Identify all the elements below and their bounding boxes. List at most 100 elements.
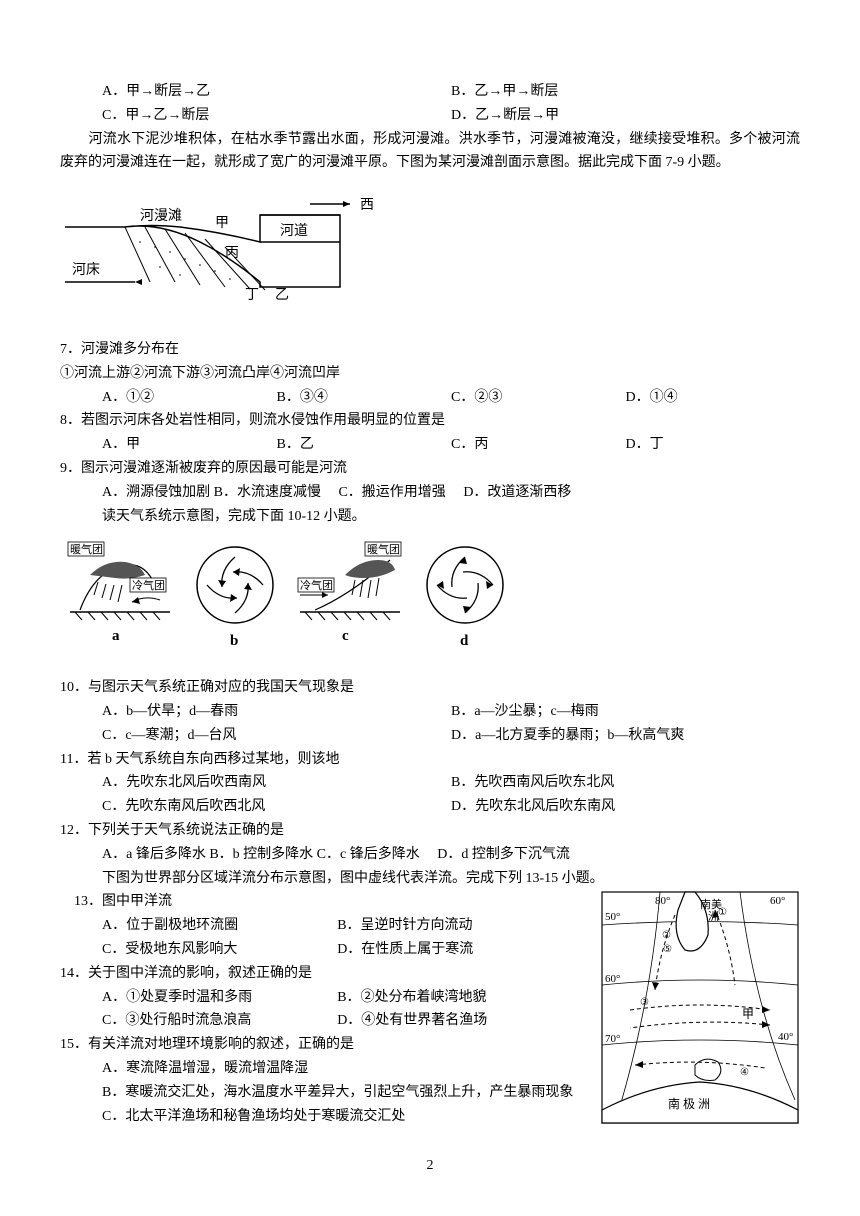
svg-text:①: ① xyxy=(718,907,727,918)
q15-opt-b: B．寒暖流交汇处，海水温度水平差异大，引起空气强烈上升，产生暴雨现象 xyxy=(60,1081,592,1105)
q9-opt-b: B．水流速度减慢 xyxy=(214,485,321,500)
q9-opt-a: A．溯源侵蚀加剧 xyxy=(102,485,210,500)
q14-opt-b: B．②处分布着峡湾地貌 xyxy=(337,986,486,1010)
q7-opt-b: B．③④ xyxy=(277,386,452,410)
q9-options: A．溯源侵蚀加剧 B．水流速度减慢 C．搬运作用增强 D．改道逐渐西移 xyxy=(60,481,800,505)
svg-text:⑤: ⑤ xyxy=(663,944,672,955)
q6-opt-c: C．甲→乙→断层 xyxy=(102,104,451,128)
q9-stem: 9．图示河漫滩逐渐被废弃的原因最可能是河流 xyxy=(60,457,800,481)
label-channel: 河道 xyxy=(280,223,308,239)
q11-opt-a: A．先吹东北风后吹西南风 xyxy=(102,771,451,795)
q14-opts-r2: C．③处行船时流急浪高 D．④处有世界著名渔场 xyxy=(60,1009,592,1033)
river-diagram-svg: 西 河漫滩 甲 河道 丙 河床 丁 乙 xyxy=(60,187,380,317)
svg-text:70°: 70° xyxy=(605,1033,620,1045)
svg-text:②: ② xyxy=(662,930,671,941)
ocean-map-svg: 80° 60° 50° 60° 70° 40° 南美 洲 ① ② ⑤ ③ ④ 甲… xyxy=(600,890,800,1125)
svg-text:d: d xyxy=(460,633,469,649)
q11-opts-r1: A．先吹东北风后吹西南风 B．先吹西南风后吹东北风 xyxy=(60,771,800,795)
q10-opt-c: C．c—寒潮；d—台风 xyxy=(102,724,451,748)
q11-opt-c: C．先吹东南风后吹西北风 xyxy=(102,795,451,819)
weather-diagram-svg: 暖气团 冷气团 a b 冷气团 xyxy=(60,540,540,655)
label-bed: 河床 xyxy=(72,262,100,278)
q6-options-row1: A．甲→断层→乙 B．乙→甲→断层 xyxy=(60,80,800,104)
q7-stem: 7．河漫滩多分布在 xyxy=(60,338,800,362)
q14-opts-r1: A．①处夏季时温和多雨 B．②处分布着峡湾地貌 xyxy=(60,986,592,1010)
label-floodplain: 河漫滩 xyxy=(140,208,182,224)
q14-opt-c: C．③处行船时流急浪高 xyxy=(102,1009,337,1033)
q10-stem: 10．与图示天气系统正确对应的我国天气现象是 xyxy=(60,676,800,700)
q7-opt-d: D．①④ xyxy=(626,386,801,410)
svg-text:80°: 80° xyxy=(655,895,670,907)
q12-opt-c: C．c 锋后多降水 xyxy=(317,847,420,862)
q12-options: A．a 锋后多降水 B．b 控制多降水 C．c 锋后多降水 D．d 控制多下沉气… xyxy=(60,843,800,867)
svg-text:50°: 50° xyxy=(605,911,620,923)
ocean-map: 80° 60° 50° 60° 70° 40° 南美 洲 ① ② ⑤ ③ ④ 甲… xyxy=(600,890,800,1134)
passage-3: 下图为世界部分区域洋流分布示意图，图中虚线代表洋流。完成下列 13-15 小题。 xyxy=(60,867,800,891)
q10-opts-r2: C．c—寒潮；d—台风 D．a—北方夏季的暴雨；b—秋高气爽 xyxy=(60,724,800,748)
svg-text:60°: 60° xyxy=(605,973,620,985)
svg-text:④: ④ xyxy=(740,1067,749,1078)
svg-text:a: a xyxy=(112,628,120,644)
q12-opt-a: A．a 锋后多降水 xyxy=(102,847,206,862)
q13-opts-r2: C．受极地东风影响大 D．在性质上属于寒流 xyxy=(60,938,592,962)
weather-diagram: 暖气团 冷气团 a b 冷气团 xyxy=(60,540,800,664)
q7-line2: ①河流上游②河流下游③河流凸岸④河流凹岸 xyxy=(60,362,800,386)
q12-stem: 12．下列关于天气系统说法正确的是 xyxy=(60,819,800,843)
q8-opt-b: B．乙 xyxy=(277,433,452,457)
q14-stem: 14．关于图中洋流的影响，叙述正确的是 xyxy=(60,962,592,986)
q14-opt-d: D．④处有世界著名渔场 xyxy=(337,1009,487,1033)
svg-text:南 极 洲: 南 极 洲 xyxy=(668,1096,710,1111)
q15-opt-a: A．寒流降温增湿，暖流增温降湿 xyxy=(60,1057,592,1081)
label-jia: 甲 xyxy=(215,216,229,231)
q8-opt-a: A．甲 xyxy=(102,433,277,457)
svg-text:b: b xyxy=(230,633,238,649)
svg-text:冷气团: 冷气团 xyxy=(300,578,333,592)
label-ding: 丁 xyxy=(245,288,259,303)
q6-opt-a: A．甲→断层→乙 xyxy=(102,80,451,104)
label-yi: 乙 xyxy=(275,287,289,303)
q15-stem: 15．有关洋流对地理环境影响的叙述，正确的是 xyxy=(60,1033,592,1057)
q11-opts-r2: C．先吹东南风后吹西北风 D．先吹东北风后吹东南风 xyxy=(60,795,800,819)
label-west: 西 xyxy=(360,198,374,213)
q12-opt-d: D．d 控制多下沉气流 xyxy=(437,847,570,862)
q7-opt-a: A．①② xyxy=(102,386,277,410)
q7-options: A．①② B．③④ C．②③ D．①④ xyxy=(60,386,800,410)
q6-options-row2: C．甲→乙→断层 D．乙→断层→甲 xyxy=(60,104,800,128)
svg-text:③: ③ xyxy=(640,997,649,1008)
q15-opt-c: C．北太平洋渔场和秘鲁渔场均处于寒暖流交汇处 xyxy=(60,1105,592,1129)
svg-text:暖气团: 暖气团 xyxy=(367,542,400,556)
q11-opt-d: D．先吹东北风后吹东南风 xyxy=(451,795,800,819)
q9-opt-d: D．改道逐渐西移 xyxy=(463,485,571,500)
q8-options: A．甲 B．乙 C．丙 D．丁 xyxy=(60,433,800,457)
q13-opt-d: D．在性质上属于寒流 xyxy=(337,938,473,962)
label-bing: 丙 xyxy=(225,246,239,261)
q10-opts-r1: A．b—伏旱；d—春雨 B．a—沙尘暴；c—梅雨 xyxy=(60,700,800,724)
q11-opt-b: B．先吹西南风后吹东北风 xyxy=(451,771,800,795)
q8-stem: 8．若图示河床各处岩性相同，则流水侵蚀作用最明显的位置是 xyxy=(60,409,800,433)
passage-2: 读天气系统示意图，完成下面 10-12 小题。 xyxy=(60,505,800,529)
q10-opt-a: A．b—伏旱；d—春雨 xyxy=(102,700,451,724)
svg-text:40°: 40° xyxy=(778,1031,793,1043)
q13-opt-b: B．呈逆时针方向流动 xyxy=(337,914,472,938)
q8-opt-c: C．丙 xyxy=(451,433,626,457)
svg-text:60°: 60° xyxy=(770,895,785,907)
q8-opt-d: D．丁 xyxy=(626,433,801,457)
q11-stem: 11．若 b 天气系统自东向西移过某地，则该地 xyxy=(60,748,800,772)
q13-opts-r1: A．位于副极地环流圈 B．呈逆时针方向流动 xyxy=(60,914,592,938)
svg-text:c: c xyxy=(342,628,349,644)
q6-opt-b: B．乙→甲→断层 xyxy=(451,80,800,104)
passage-1: 河流水下泥沙堆积体，在枯水季节露出水面，形成河漫滩。洪水季节，河漫滩被淹没，继续… xyxy=(60,128,800,176)
svg-text:暖气团: 暖气团 xyxy=(70,542,103,556)
q14-opt-a: A．①处夏季时温和多雨 xyxy=(102,986,337,1010)
q6-opt-d: D．乙→断层→甲 xyxy=(451,104,800,128)
q7-opt-c: C．②③ xyxy=(451,386,626,410)
svg-text:冷气团: 冷气团 xyxy=(132,578,165,592)
q10-opt-b: B．a—沙尘暴；c—梅雨 xyxy=(451,700,800,724)
river-diagram: 西 河漫滩 甲 河道 丙 河床 丁 乙 xyxy=(60,187,800,326)
page-number: 2 xyxy=(60,1154,800,1178)
q10-opt-d: D．a—北方夏季的暴雨；b—秋高气爽 xyxy=(451,724,800,748)
q13-opt-a: A．位于副极地环流圈 xyxy=(102,914,337,938)
q12-opt-b: B．b 控制多降水 xyxy=(209,847,313,862)
q13-stem: 13．图中甲洋流 xyxy=(60,890,592,914)
svg-text:甲: 甲 xyxy=(742,1007,754,1021)
